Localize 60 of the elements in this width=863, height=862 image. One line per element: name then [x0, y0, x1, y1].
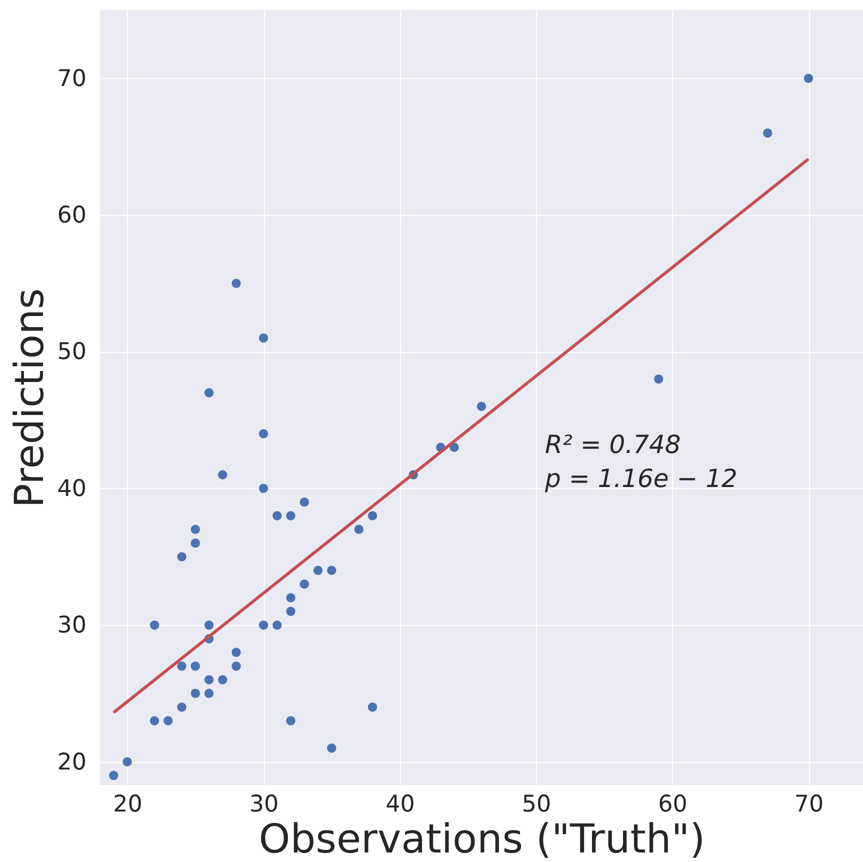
point: [164, 716, 173, 726]
point: [109, 770, 118, 780]
y-tick-label: 50: [57, 339, 86, 366]
point: [258, 429, 268, 438]
point: [327, 743, 336, 753]
point: [232, 648, 241, 658]
point: [354, 524, 364, 534]
point: [286, 511, 296, 520]
x-tick-label: 40: [386, 792, 415, 818]
x-axis-title: Observations ("Truth"): [258, 816, 706, 862]
point: [286, 606, 296, 616]
point: [368, 702, 378, 712]
point: [190, 688, 200, 698]
y-tick-label: 30: [57, 612, 86, 639]
point: [122, 757, 132, 766]
point: [763, 128, 772, 138]
y-axis-title: Predictions: [7, 288, 54, 508]
point: [654, 374, 664, 384]
point: [218, 470, 228, 480]
point: [804, 74, 814, 83]
point: [258, 620, 268, 630]
annotation: p = 1.16e − 12: [544, 464, 738, 493]
annotation: R² = 0.748: [545, 430, 681, 459]
point: [476, 402, 486, 411]
point: [232, 278, 241, 288]
point: [150, 620, 160, 630]
point: [204, 620, 214, 630]
point: [327, 566, 336, 576]
point: [258, 484, 268, 493]
point: [286, 593, 296, 602]
point: [272, 620, 282, 630]
point: [232, 661, 241, 671]
x-tick-label: 20: [113, 792, 142, 818]
point: [286, 716, 296, 726]
y-tick-label: 20: [57, 749, 86, 776]
point: [204, 688, 214, 698]
point: [300, 579, 309, 589]
point: [204, 388, 214, 398]
y-tick-label: 60: [57, 202, 86, 229]
point: [177, 552, 186, 562]
point: [368, 511, 378, 520]
x-tick-label: 50: [522, 792, 552, 818]
y-tick-label: 40: [57, 476, 86, 502]
y-tick-label: 70: [57, 66, 86, 92]
point: [190, 538, 200, 548]
x-tick-label: 30: [249, 792, 279, 818]
point: [218, 675, 228, 684]
point: [272, 511, 282, 520]
x-tick-label: 60: [658, 792, 688, 818]
point: [313, 566, 323, 576]
point: [190, 524, 200, 534]
point: [204, 675, 214, 684]
point: [177, 702, 186, 712]
point: [258, 333, 268, 343]
point: [150, 716, 160, 726]
point: [450, 442, 459, 452]
point: [300, 497, 309, 507]
point: [190, 661, 200, 671]
x-tick-label: 70: [794, 792, 824, 818]
point: [177, 661, 186, 671]
